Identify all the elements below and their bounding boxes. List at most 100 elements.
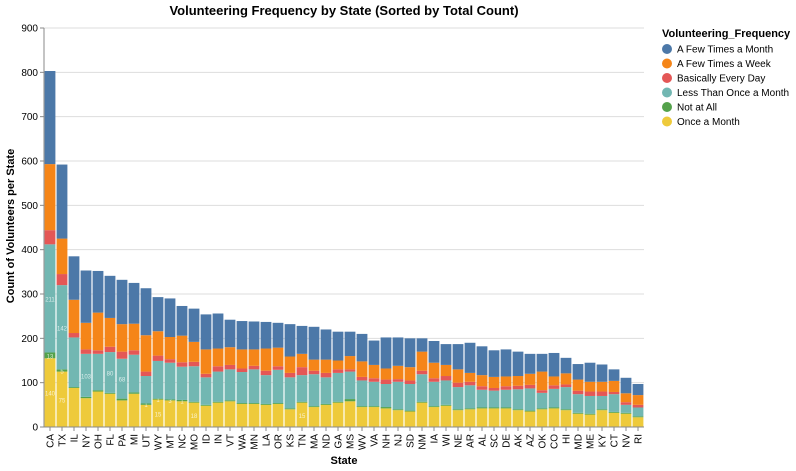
x-tick-label: WV	[358, 434, 369, 450]
bar-segment	[392, 381, 404, 410]
bar-segment	[356, 407, 368, 427]
bar-segment	[224, 319, 236, 348]
bar-segment	[68, 299, 80, 334]
bar-segment	[284, 408, 296, 410]
bar-segment	[80, 349, 92, 354]
bar-segment	[440, 344, 452, 365]
bar-segment	[380, 379, 392, 384]
bar-segment	[440, 364, 452, 377]
bar-segment	[308, 406, 320, 408]
bar-segment	[332, 401, 344, 403]
bar-stack-ia	[428, 340, 440, 427]
bar-segment	[584, 362, 596, 382]
bar-segment	[476, 386, 488, 390]
bar-stack-wy: 15 1	[152, 297, 164, 427]
data-label: 103	[81, 374, 92, 380]
bar-segment	[152, 360, 164, 399]
bar-segment	[344, 369, 356, 372]
bar-stack-de	[500, 349, 512, 427]
bar-segment	[596, 364, 608, 382]
bar-segment	[404, 410, 416, 412]
bar-segment	[104, 352, 116, 393]
bar-segment	[188, 401, 200, 403]
bar-segment	[236, 403, 248, 427]
bar-segment	[248, 365, 260, 370]
bar-stack-wi	[440, 344, 452, 427]
x-tick-label: UT	[142, 434, 153, 447]
bar-segment	[536, 353, 548, 372]
x-tick-label: OK	[538, 434, 549, 449]
data-label: 140	[45, 392, 56, 398]
x-tick-label: SC	[490, 434, 501, 448]
bar-segment	[116, 351, 128, 359]
bar-stack-ks	[284, 324, 296, 427]
bar-segment	[212, 348, 224, 367]
bar-segment	[296, 367, 308, 376]
bar-segment	[572, 379, 584, 391]
bar-segment	[188, 308, 200, 342]
x-tick-label: MT	[166, 434, 177, 448]
x-tick-label: FL	[106, 434, 117, 446]
bar-segment	[464, 409, 476, 427]
x-tick-label: KS	[286, 434, 297, 448]
x-tick-label: NY	[82, 434, 93, 448]
bar-segment	[548, 407, 560, 409]
bar-stack-ri	[632, 383, 644, 427]
bar-segment	[212, 366, 224, 372]
bar-segment	[104, 275, 116, 318]
legend-swatch	[662, 73, 672, 83]
bar-segment	[596, 409, 608, 411]
data-label: 80	[107, 371, 114, 377]
bar-stack-ne	[452, 344, 464, 427]
bar-segment	[320, 359, 332, 373]
bar-segment	[488, 376, 500, 388]
bar-segment	[116, 279, 128, 325]
bar-segment	[260, 348, 272, 371]
bar-stack-az	[524, 353, 536, 427]
bar-segment	[344, 371, 356, 400]
bar-segment	[512, 409, 524, 411]
bar-segment	[260, 375, 272, 404]
bar-segment	[164, 400, 176, 427]
bar-segment	[176, 362, 188, 367]
bar-segment	[356, 380, 368, 407]
bar-segment	[608, 391, 620, 395]
bar-segment	[236, 321, 248, 350]
bar-segment	[392, 337, 404, 366]
bar-segment	[476, 407, 488, 409]
y-tick-label: 200	[21, 334, 38, 345]
bar-segment	[608, 394, 620, 412]
bar-segment	[344, 331, 356, 357]
bar-segment	[392, 365, 404, 380]
bar-segment	[404, 380, 416, 384]
x-tick-label: NJ	[394, 434, 405, 446]
bar-segment	[284, 324, 296, 357]
bar-segment	[200, 404, 212, 406]
bar-segment	[500, 389, 512, 408]
bar-segment	[296, 402, 308, 427]
legend-label: A Few Times a Month	[677, 45, 773, 56]
x-tick-label: ND	[322, 434, 333, 448]
bar-segment	[596, 410, 608, 427]
bar-segment	[272, 322, 284, 348]
bar-segment	[272, 403, 284, 404]
bar-segment	[152, 399, 164, 427]
bar-segment	[68, 387, 80, 427]
bar-segment	[248, 403, 260, 404]
bar-segment	[44, 71, 56, 165]
bar-segment	[380, 408, 392, 427]
bar-segment	[584, 414, 596, 427]
bar-segment	[548, 385, 560, 389]
bar-segment	[320, 404, 332, 427]
bar-segment	[332, 331, 344, 361]
x-tick-label: NC	[178, 434, 189, 448]
bar-segment	[536, 392, 548, 409]
x-tick-label: AK	[514, 434, 525, 448]
bar-segment	[512, 410, 524, 427]
bar-segment	[68, 256, 80, 300]
bar-segment	[176, 399, 188, 402]
data-label: 18	[191, 414, 198, 420]
bar-segment	[596, 381, 608, 392]
bar-segment	[464, 381, 476, 386]
bar-segment	[296, 353, 308, 368]
